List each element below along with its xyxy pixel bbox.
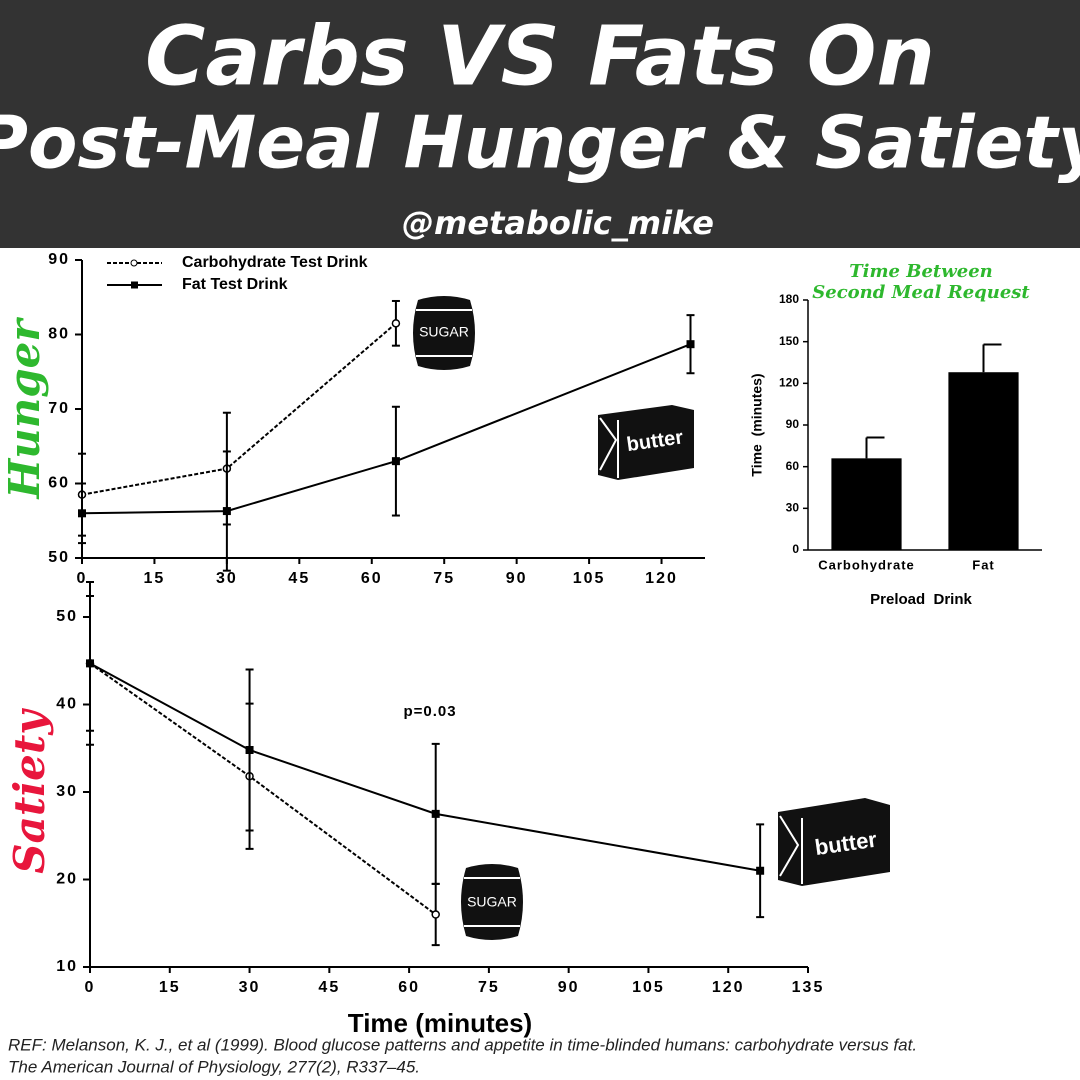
marker (86, 659, 94, 668)
chart-title: Time Between (849, 261, 992, 282)
y-tick-label: 150 (779, 334, 799, 348)
x-tick-label: 15 (159, 979, 181, 996)
x-tick-label: 75 (478, 979, 500, 996)
series-line (89, 662, 437, 916)
y-axis-title: Time (minutes) (749, 373, 765, 476)
x-tick-label: 30 (239, 979, 261, 996)
x-tick-label: 135 (792, 979, 825, 996)
reference-line2: The American Journal of Physiology, 277(… (8, 1057, 420, 1076)
marker (686, 340, 695, 349)
x-tick-label: 120 (645, 570, 678, 587)
y-tick-label: 60 (48, 475, 70, 492)
y-tick-label: 20 (56, 871, 78, 888)
title-line1: Carbs VS Fats On (145, 9, 935, 104)
x-tick-label: 15 (144, 570, 166, 587)
marker (756, 866, 765, 875)
marker (391, 319, 401, 328)
y-tick-label: 90 (48, 251, 70, 268)
marker (78, 509, 86, 518)
y-tick-label: 10 (56, 958, 78, 975)
y-tick-label: 70 (48, 400, 70, 417)
y-tick-label: 80 (48, 326, 70, 343)
x-tick-label: 60 (361, 570, 383, 587)
butter-icon: butter (598, 405, 694, 480)
y-tick-label: 60 (786, 459, 800, 473)
x-tick-label: 60 (398, 979, 420, 996)
series-line (81, 343, 691, 515)
y-tick-label: 40 (56, 696, 78, 713)
x-tick-label: 0 (77, 570, 88, 587)
legend-marker (130, 259, 138, 267)
header-band (0, 0, 1080, 248)
y-tick-label: 180 (779, 292, 799, 306)
legend-marker (131, 281, 138, 289)
x-tick-label: 75 (433, 570, 455, 587)
sugar-label: SUGAR (467, 894, 517, 910)
y-axis-title: Satiety (5, 708, 54, 874)
title-line2: Post-Meal Hunger & Satiety (0, 101, 1080, 185)
sugar-icon: SUGAR (461, 864, 523, 940)
y-tick-label: 50 (48, 549, 70, 566)
marker (431, 809, 440, 818)
x-tick-label: 0 (85, 979, 96, 996)
marker (391, 457, 400, 466)
chart-title: Second Meal Request (812, 282, 1030, 303)
x-tick-label: 90 (558, 979, 580, 996)
marker (222, 507, 231, 516)
legend-label: Carbohydrate Test Drink (182, 254, 368, 271)
y-tick-label: 0 (792, 542, 799, 556)
y-tick-label: 30 (56, 783, 78, 800)
annotation: p=0.03 (403, 703, 456, 720)
x-tick-label: Fat (972, 557, 995, 572)
x-tick-label: 90 (506, 570, 528, 587)
bar (831, 458, 902, 550)
x-tick-label: 45 (288, 570, 310, 587)
butter-icon: butter (778, 798, 890, 886)
series-line (89, 662, 761, 872)
x-tick-label: 105 (632, 979, 665, 996)
x-tick-label: 120 (712, 979, 745, 996)
sugar-icon: SUGAR (413, 296, 475, 370)
x-axis-title: Time (minutes) (348, 1008, 532, 1038)
x-axis-title: Preload Drink (870, 591, 972, 608)
reference-line1: REF: Melanson, K. J., et al (1999). Bloo… (8, 1035, 917, 1054)
sugar-label: SUGAR (419, 324, 469, 340)
y-tick-label: 120 (779, 376, 799, 390)
x-tick-label: 45 (318, 979, 340, 996)
x-tick-label: Carbohydrate (818, 557, 915, 572)
series-line (81, 322, 397, 496)
y-tick-label: 50 (56, 608, 78, 625)
legend-label: Fat Test Drink (182, 276, 288, 293)
y-tick-label: 90 (786, 417, 800, 431)
bar (948, 372, 1019, 550)
handle: @metabolic_mike (402, 204, 714, 242)
y-axis-title: Hunger (0, 317, 49, 500)
x-tick-label: 30 (216, 570, 238, 587)
marker (245, 746, 254, 754)
marker (431, 910, 440, 919)
y-tick-label: 30 (786, 501, 800, 515)
x-tick-label: 105 (573, 570, 606, 587)
